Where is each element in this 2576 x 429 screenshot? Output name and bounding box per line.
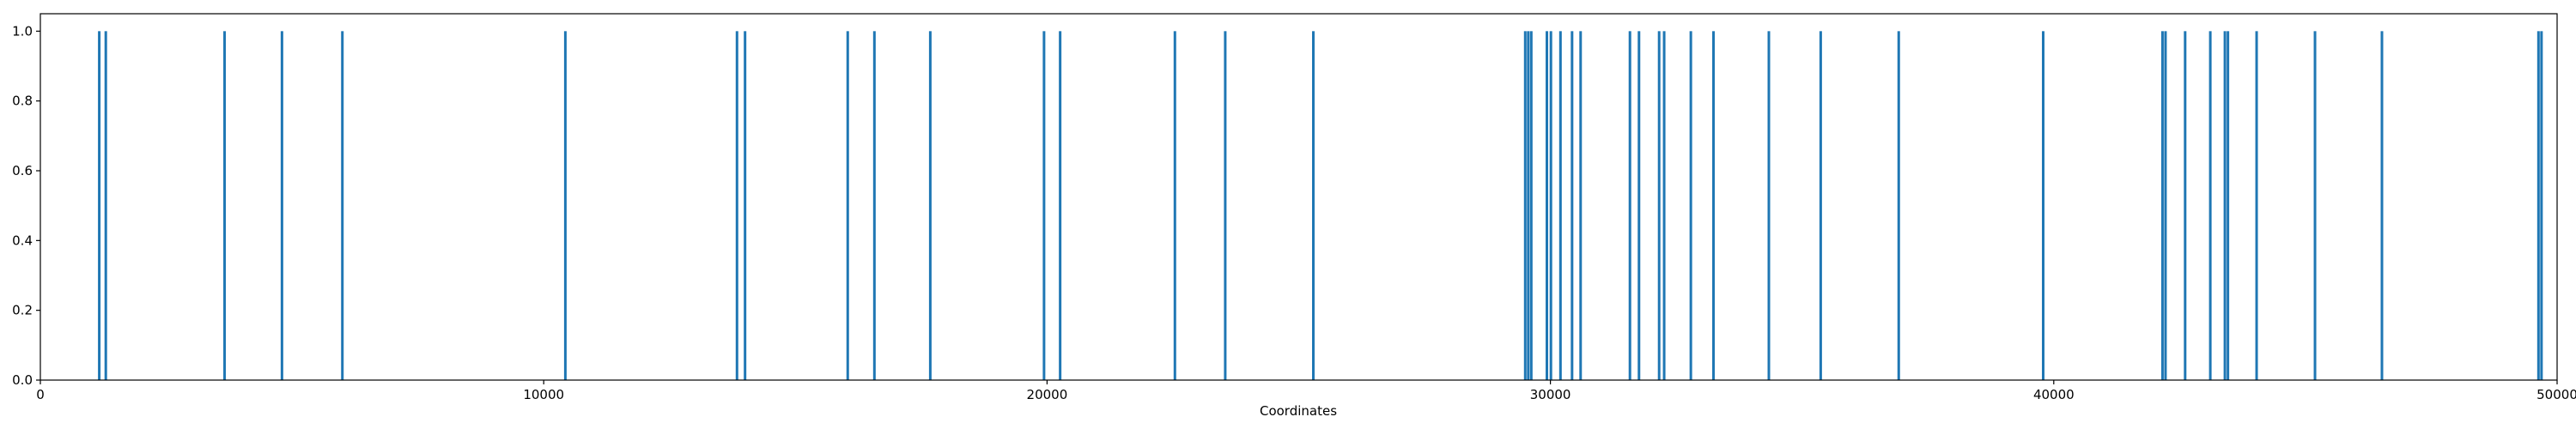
bar: [341, 31, 344, 380]
bar: [2160, 31, 2164, 380]
bar: [928, 31, 932, 380]
bar: [1637, 31, 1641, 380]
bar: [1529, 31, 1533, 380]
bar: [2184, 31, 2187, 380]
bar: [1042, 31, 1046, 380]
bar: [1628, 31, 1631, 380]
bar: [1571, 31, 1574, 380]
bar: [2223, 31, 2227, 380]
x-tick-label: 10000: [523, 387, 564, 402]
bar: [98, 31, 101, 380]
bar: [2380, 31, 2384, 380]
x-axis-label: Coordinates: [1260, 403, 1337, 419]
plot-area: [40, 14, 2557, 380]
bar: [1527, 31, 1530, 380]
y-tick-label: 0.0: [12, 372, 33, 388]
bar: [2255, 31, 2258, 380]
x-tick-label: 40000: [2033, 387, 2075, 402]
y-tick-label: 0.8: [12, 94, 33, 109]
bar: [846, 31, 849, 380]
bar: [2164, 31, 2167, 380]
bar: [1689, 31, 1692, 380]
y-tick-label: 0.2: [12, 303, 33, 318]
bar: [1657, 31, 1661, 380]
x-tick-label: 50000: [2537, 387, 2576, 402]
y-tick-label: 0.4: [12, 233, 33, 248]
x-axis-ticks: 0 10000 20000 30000 40000 50000: [36, 380, 2576, 402]
bar: [2227, 31, 2230, 380]
bar: [1224, 31, 1227, 380]
bar: [2537, 31, 2540, 380]
bar: [735, 31, 738, 380]
bar: [563, 31, 567, 380]
bar: [2540, 31, 2543, 380]
bar: [2208, 31, 2212, 380]
x-tick-label: 0: [36, 387, 45, 402]
x-tick-label: 30000: [1530, 387, 1571, 402]
bar: [1549, 31, 1552, 380]
x-tick-label: 20000: [1027, 387, 1068, 402]
y-tick-label: 0.6: [12, 163, 33, 178]
bar: [1059, 31, 1062, 380]
bar: [872, 31, 876, 380]
bar: [1173, 31, 1176, 380]
plot-frame: [39, 13, 2558, 381]
bar: [280, 31, 283, 380]
bar: [1819, 31, 1822, 380]
bar: [223, 31, 227, 380]
bar: [1712, 31, 1716, 380]
bar: [1662, 31, 1666, 380]
bar: [1767, 31, 1771, 380]
bar: [1312, 31, 1315, 380]
y-axis-ticks: 0.0 0.2 0.4 0.6 0.8 1.0: [12, 23, 40, 388]
bar: [744, 31, 747, 380]
bar: [1897, 31, 1900, 380]
bar: [104, 31, 107, 380]
bar: [2041, 31, 2044, 380]
bar: [2313, 31, 2317, 380]
y-tick-label: 1.0: [12, 23, 33, 39]
bar: [1558, 31, 1562, 380]
bar: [1579, 31, 1583, 380]
bar: [1523, 31, 1527, 380]
bar: [1546, 31, 1548, 380]
bars-group: [98, 31, 2543, 380]
